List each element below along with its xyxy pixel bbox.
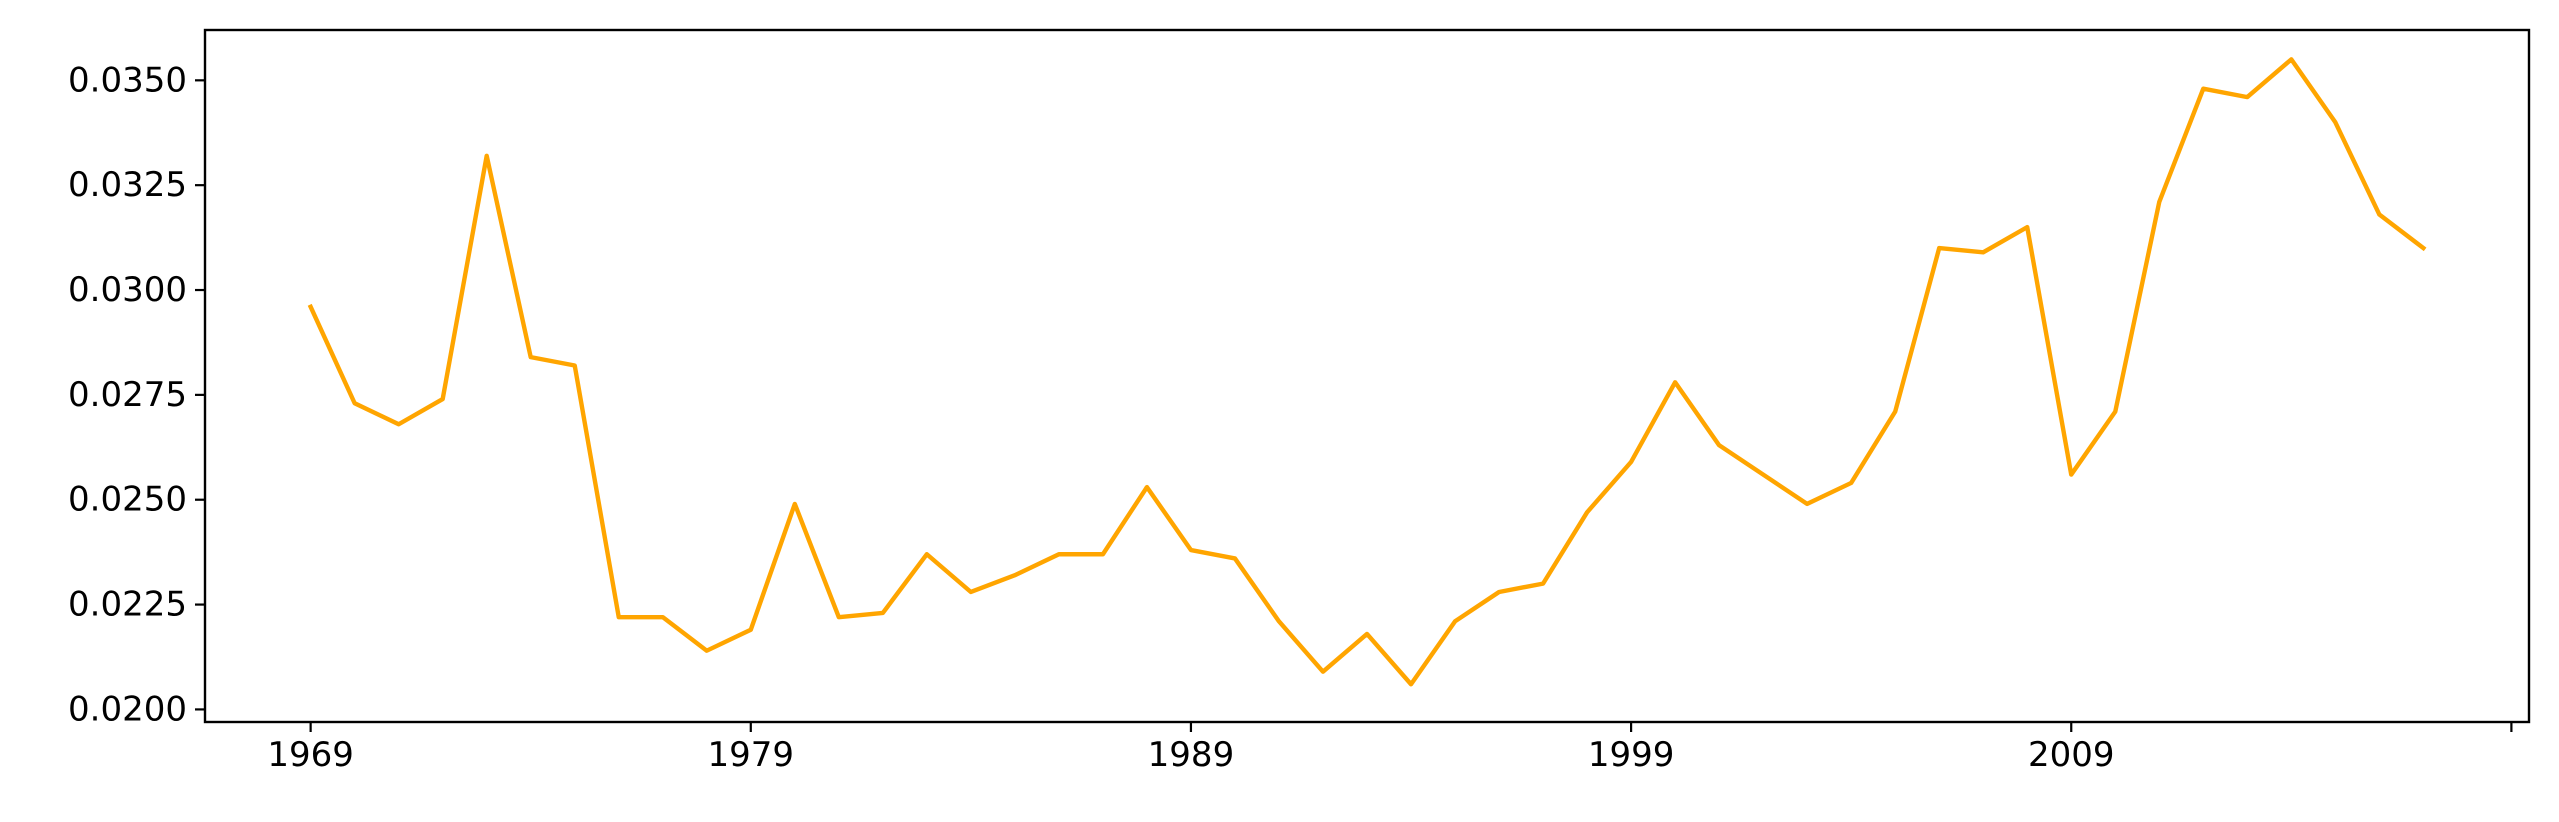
series-layer — [307, 57, 2427, 687]
x-tick-label: 1979 — [708, 735, 795, 775]
y-tick-label: 0.0325 — [68, 165, 187, 205]
y-tick-label: 0.0275 — [68, 375, 187, 415]
x-axis-ticks: 1969 1979 1989 1999 2009 — [267, 722, 2513, 775]
y-tick-label: 0.0300 — [68, 270, 187, 310]
y-tick-label: 0.0200 — [68, 689, 187, 729]
x-tick-label: 2009 — [2028, 735, 2115, 775]
y-tick-label: 0.0225 — [68, 585, 187, 625]
plot-frame — [203, 28, 2531, 724]
y-tick-label: 0.0250 — [68, 480, 187, 520]
y-axis-ticks: 0.0200 0.0225 0.0250 0.0275 0.0300 0.0325 0.03… — [68, 60, 205, 729]
y-tick-label: 0.0350 — [68, 60, 187, 100]
series-line — [307, 57, 2427, 687]
x-tick-label: 1999 — [1588, 735, 1675, 775]
x-tick-label: 1989 — [1148, 735, 1235, 775]
x-tick-label: 1969 — [267, 735, 354, 775]
